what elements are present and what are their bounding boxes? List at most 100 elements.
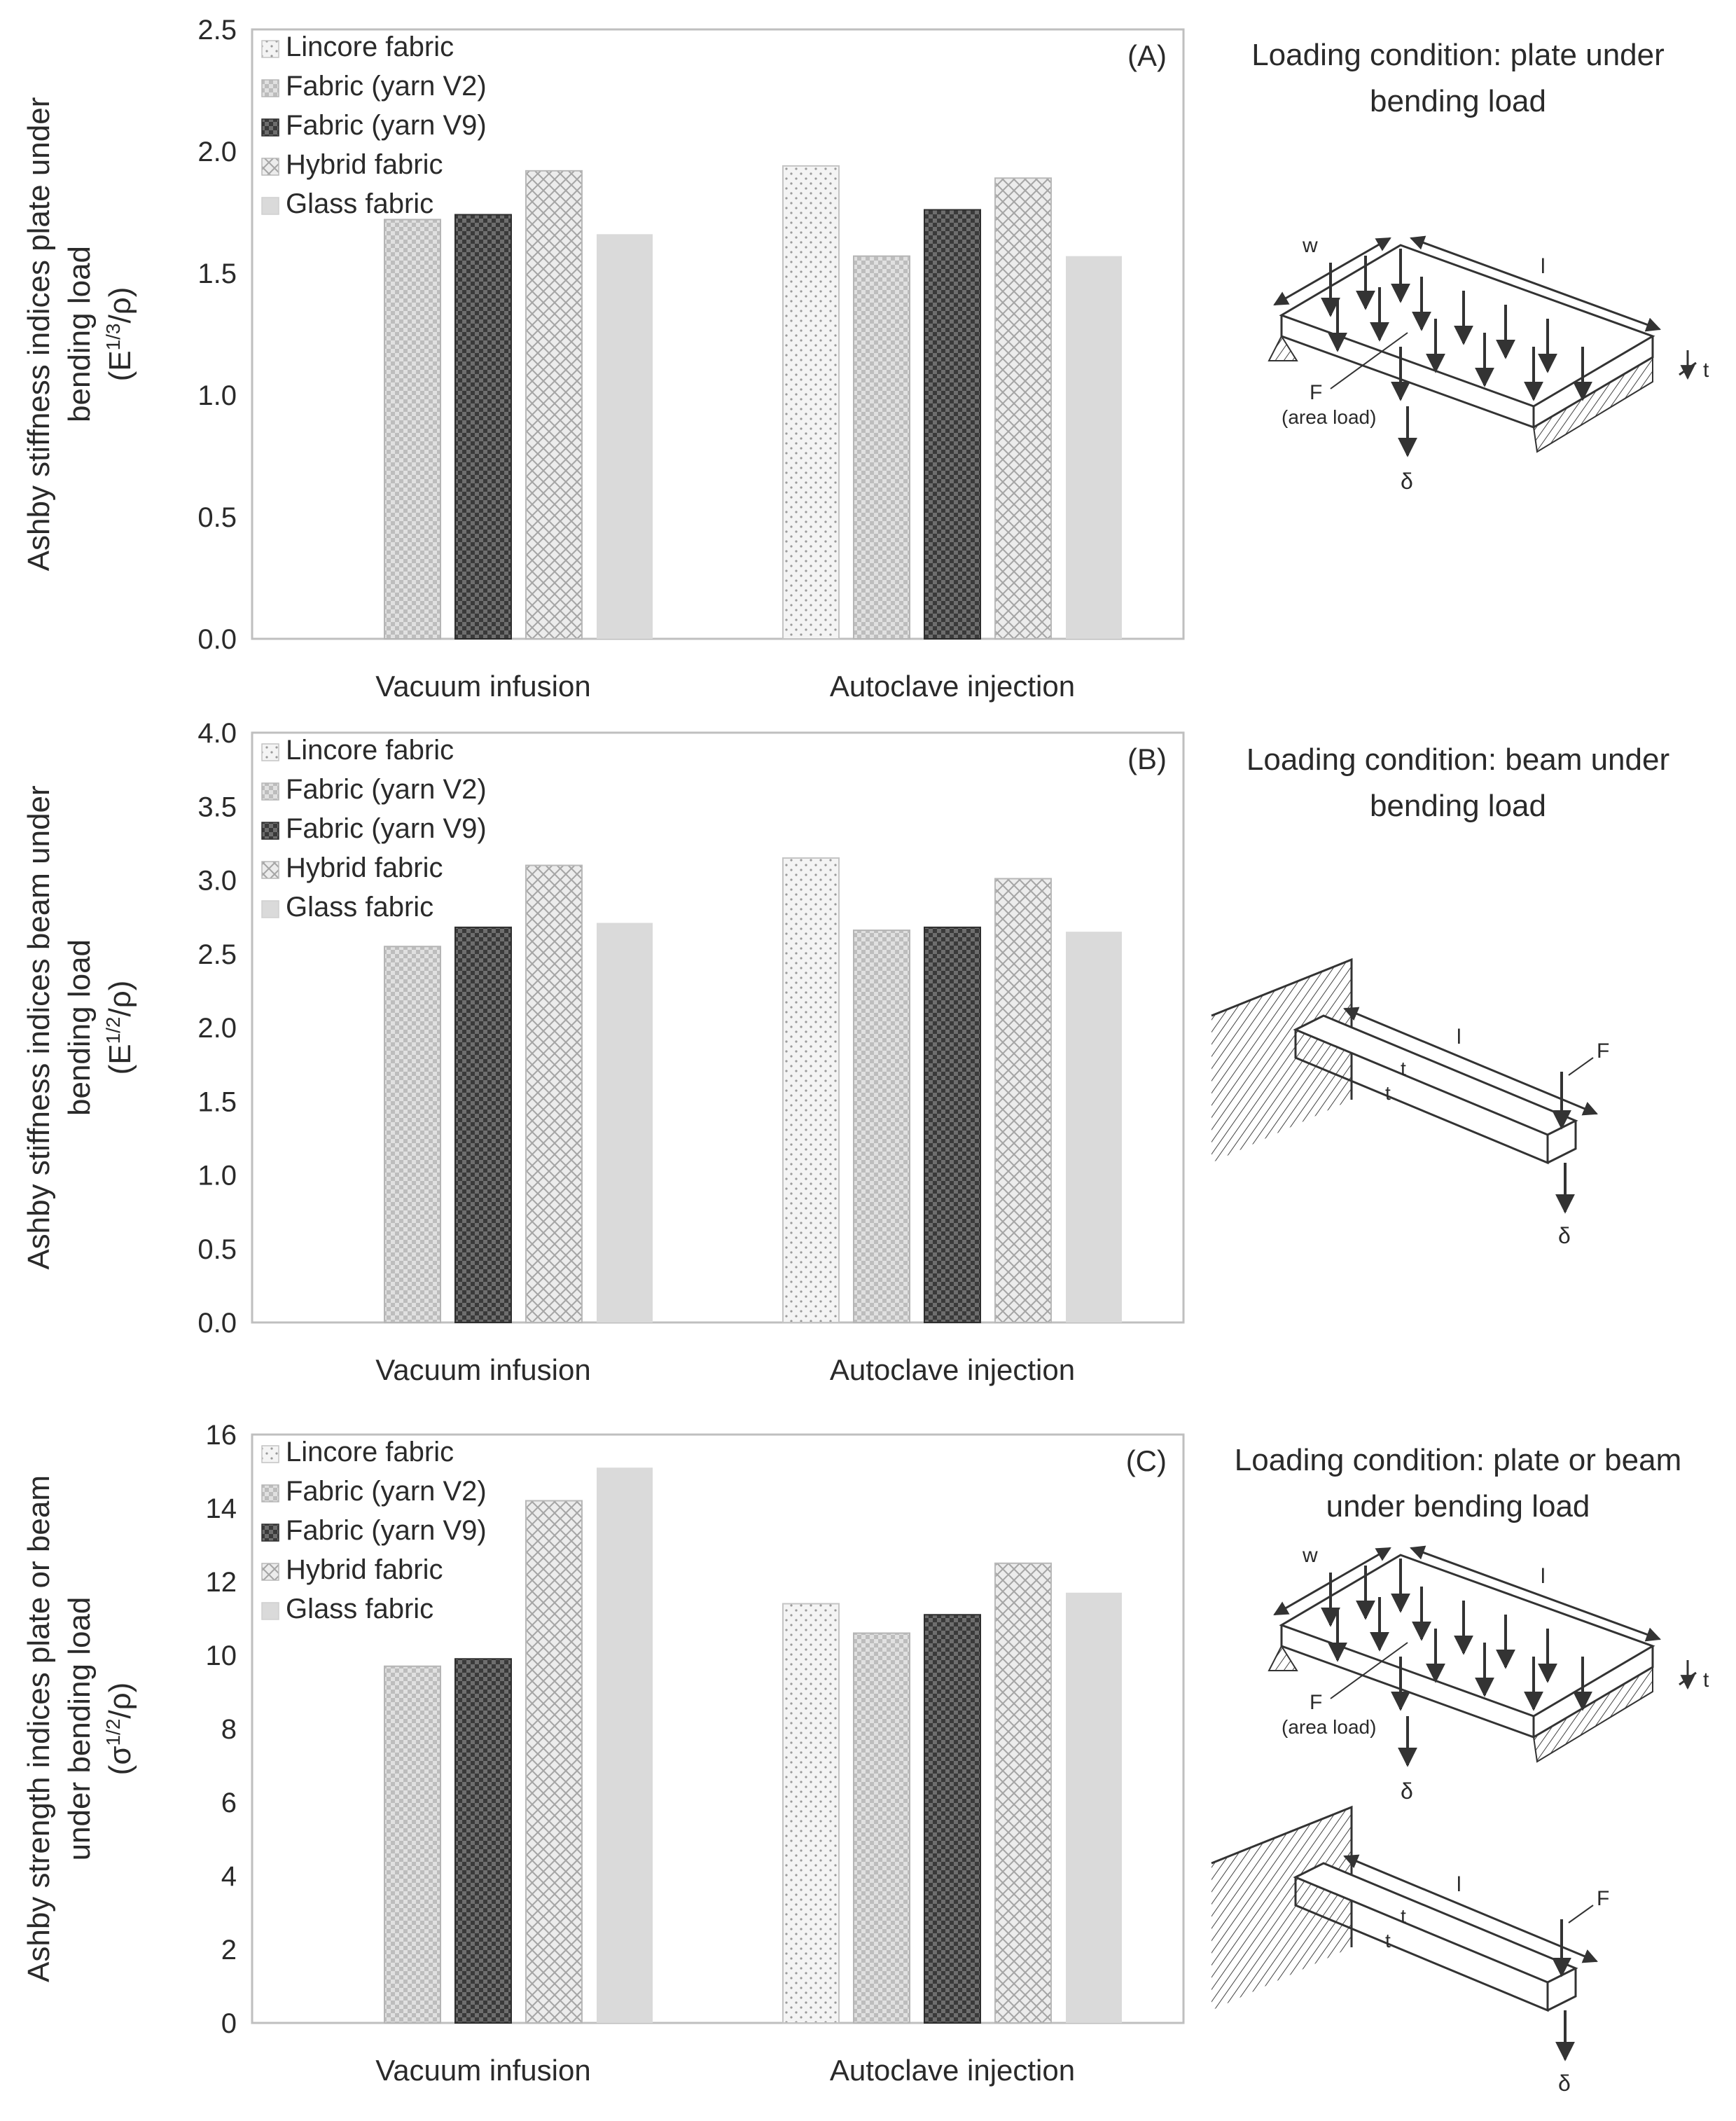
legend-label: Lincore fabric xyxy=(286,1437,454,1467)
width-dimension xyxy=(1273,1547,1391,1616)
legend-label: Fabric (yarn V2) xyxy=(286,1476,487,1507)
legend-label: Glass fabric xyxy=(286,188,433,219)
beam-end-face xyxy=(1547,1968,1577,2012)
y-tick-label: 1.5 xyxy=(197,258,237,289)
y-tick-label: 3.0 xyxy=(197,866,237,897)
bar-fabric-yarn-v9- xyxy=(454,926,512,1323)
bar-fabric-yarn-v9- xyxy=(924,926,981,1323)
chart-panel-c: 0 2 4 6 8 10 12 14 16 Ashby strength indices plat… xyxy=(22,1420,1709,2096)
bar-hybrid-fabric xyxy=(525,170,583,640)
bar-glass-fabric xyxy=(597,234,653,639)
y-axis-title-line-2: under bending load xyxy=(62,1597,97,1861)
force-leader xyxy=(1330,1642,1408,1699)
y-axis-title-line-1: Ashby stiffness indices plate under xyxy=(22,97,56,572)
loading-condition-title: Loading condition: beam under xyxy=(1247,742,1669,777)
legend-swatch xyxy=(261,743,279,761)
force-leader xyxy=(1568,1057,1594,1076)
thickness-label-2: t xyxy=(1385,1082,1391,1104)
y-tick-label: 0.0 xyxy=(197,1308,237,1339)
area-load-label: (area load) xyxy=(1282,1716,1376,1738)
y-tick-label: 14 xyxy=(206,1493,237,1524)
x-category-label: Vacuum infusion xyxy=(375,1353,590,1386)
bar-fabric-yarn-v9- xyxy=(924,209,981,640)
y-axis-unit: (σ1/2/ρ) xyxy=(102,1683,138,1776)
y-axis-title: Ashby stiffness indices beam under bendin… xyxy=(22,785,137,1269)
y-tick-label: 2.5 xyxy=(197,939,237,970)
y-tick-label: 8 xyxy=(221,1714,237,1745)
x-category-label: Autoclave injection xyxy=(830,1353,1075,1386)
bar-hybrid-fabric xyxy=(525,864,583,1323)
legend-swatch xyxy=(261,158,279,176)
length-dimension xyxy=(1410,1545,1661,1642)
legend-swatch xyxy=(261,40,279,58)
y-tick-label: 0.5 xyxy=(197,502,237,533)
legend-label: Glass fabric xyxy=(286,892,433,923)
bar-glass-fabric xyxy=(597,1467,653,2023)
bar-hybrid-fabric xyxy=(525,1500,583,2024)
bar-fabric-yarn-v2- xyxy=(384,946,441,1323)
x-category-label: Vacuum infusion xyxy=(375,670,590,703)
legend-label: Fabric (yarn V9) xyxy=(286,813,487,844)
bar-glass-fabric xyxy=(1066,1592,1122,2023)
y-tick-label: 4 xyxy=(221,1861,237,1892)
bar-hybrid-fabric xyxy=(994,878,1052,1323)
legend-swatch xyxy=(261,1445,279,1463)
legend-label: Glass fabric xyxy=(286,1594,433,1624)
legend-label: Lincore fabric xyxy=(286,735,454,766)
bar-fabric-yarn-v2- xyxy=(853,930,910,1323)
wall-hatch xyxy=(1211,1807,1352,2010)
legend-label: Hybrid fabric xyxy=(286,852,443,883)
plot-frame xyxy=(251,28,1185,640)
y-axis-title-line-1: Ashby strength indices plate or beam xyxy=(22,1475,56,1982)
y-tick-label: 2 xyxy=(221,1935,237,1965)
bar-glass-fabric xyxy=(597,923,653,1322)
plate-support-left xyxy=(1268,1644,1298,1671)
thickness-label: t xyxy=(1401,1905,1406,1927)
loading-condition-title: bending load xyxy=(1370,789,1546,823)
force-leader xyxy=(1568,1905,1594,1923)
legend-label: Lincore fabric xyxy=(286,32,454,62)
bar-fabric-yarn-v2- xyxy=(853,255,910,640)
thickness-tick xyxy=(1679,361,1697,376)
loading-condition-title: under bending load xyxy=(1326,1489,1590,1524)
y-tick-label: 12 xyxy=(206,1567,237,1598)
y-tick-label: 2.0 xyxy=(197,1013,237,1044)
bar-fabric-yarn-v2- xyxy=(384,219,441,640)
length-label: l xyxy=(1457,1873,1461,1896)
bar-fabric-yarn-v9- xyxy=(454,214,512,640)
y-tick-label: 6 xyxy=(221,1788,237,1818)
y-tick-label: 16 xyxy=(206,1420,237,1451)
x-category-label: Vacuum infusion xyxy=(375,2054,590,2087)
legend: Lincore fabric Fabric (yarn V2) Fabric (ya… xyxy=(261,735,487,923)
legend-swatch xyxy=(261,1484,279,1502)
bar-lincore-fabric xyxy=(782,857,840,1324)
legend-swatch xyxy=(261,822,279,840)
force-leader xyxy=(1330,332,1408,389)
beam-diagram: l tt Fδ xyxy=(1211,958,1609,1248)
y-tick-label: 1.0 xyxy=(197,1161,237,1191)
legend-swatch xyxy=(261,861,279,879)
plate-diagram: w l t F(area load) δ xyxy=(1268,1544,1709,1804)
y-axis-title: Ashby stiffness indices plate under bendi… xyxy=(22,97,137,572)
x-category-label: Autoclave injection xyxy=(830,670,1075,703)
legend-swatch xyxy=(261,1602,279,1620)
legend-swatch xyxy=(261,782,279,801)
length-label: l xyxy=(1541,1565,1546,1588)
y-axis-unit: (E1/3/ρ) xyxy=(102,287,138,382)
plate-support-right xyxy=(1532,1666,1653,1763)
plot-frame xyxy=(251,1433,1185,2024)
legend-swatch xyxy=(261,79,279,97)
length-label: l xyxy=(1457,1025,1461,1049)
y-tick-label: 0.0 xyxy=(197,624,237,655)
bar-lincore-fabric xyxy=(782,1603,840,2024)
bar-fabric-yarn-v2- xyxy=(853,1632,910,2024)
beam-diagram: l tt Fδ xyxy=(1211,1805,1609,2096)
length-dimension xyxy=(1410,235,1661,332)
bar-fabric-yarn-v2- xyxy=(384,1665,441,2024)
legend: Lincore fabric Fabric (yarn V2) Fabric (ya… xyxy=(261,32,487,219)
legend-swatch xyxy=(261,1563,279,1581)
force-label: F xyxy=(1597,1887,1609,1910)
y-axis-title-line-1: Ashby stiffness indices beam under xyxy=(22,785,56,1269)
panel-label: (B) xyxy=(1127,742,1167,775)
